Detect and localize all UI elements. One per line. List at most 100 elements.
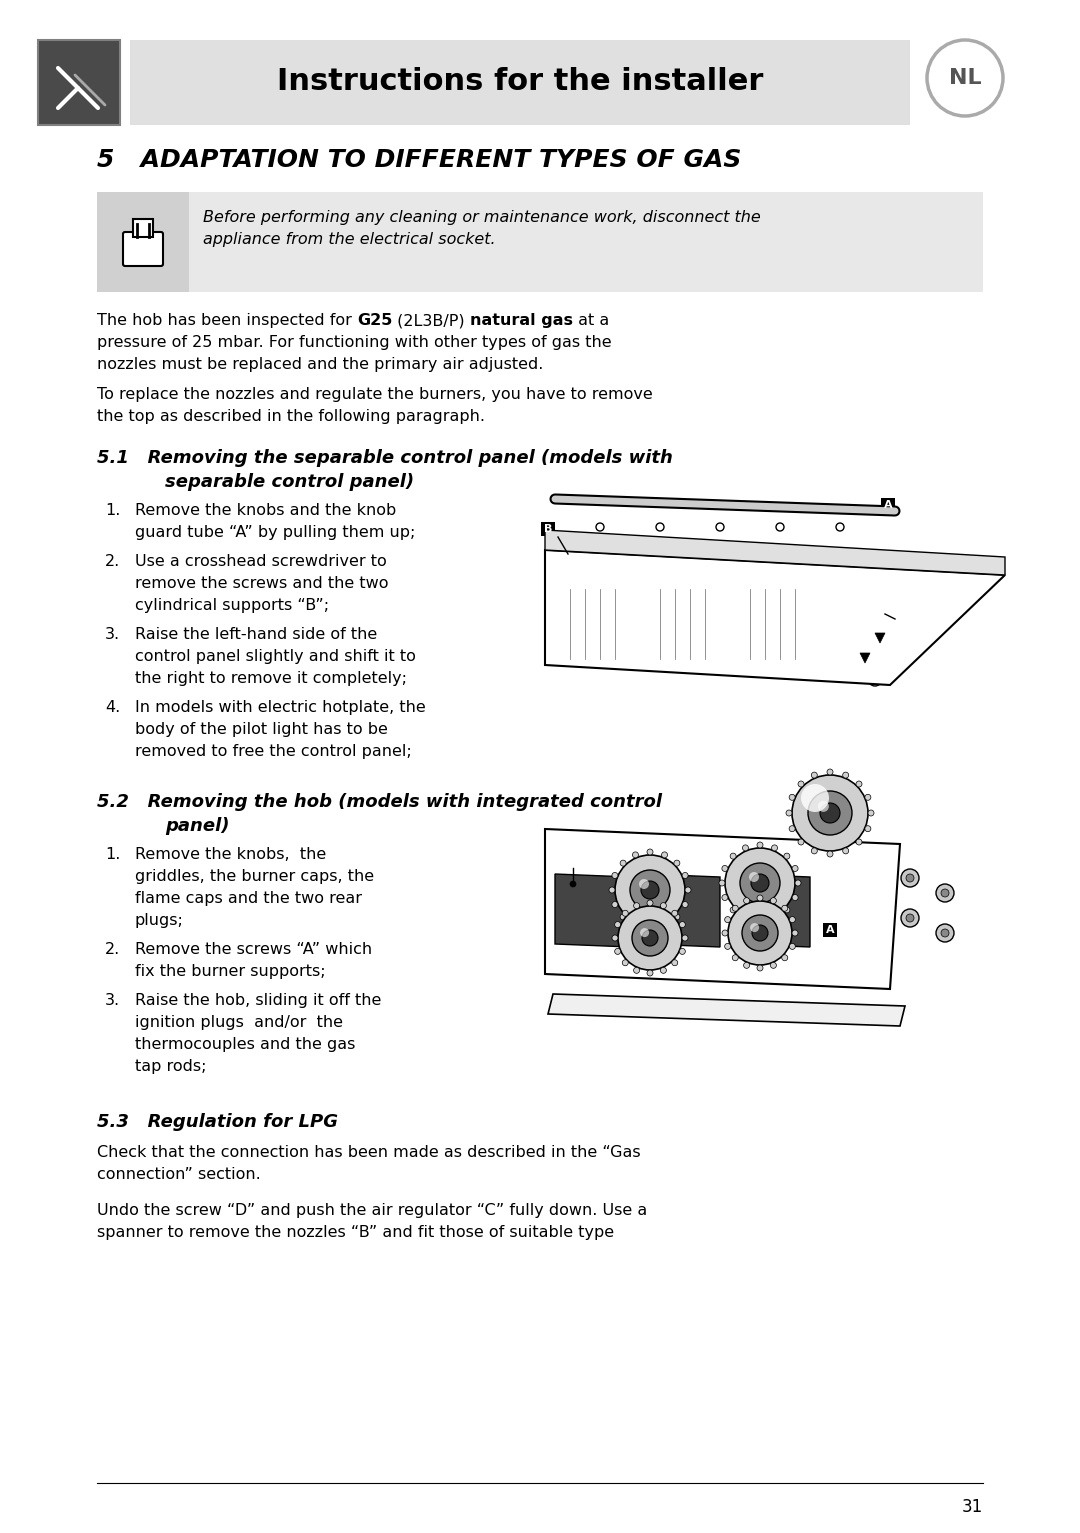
Circle shape <box>633 923 638 927</box>
Circle shape <box>732 906 739 911</box>
Circle shape <box>771 845 778 851</box>
Polygon shape <box>545 530 1005 575</box>
Text: connection” section.: connection” section. <box>97 1167 260 1182</box>
Circle shape <box>777 523 784 530</box>
Circle shape <box>782 955 787 961</box>
Circle shape <box>856 839 862 845</box>
Circle shape <box>725 943 731 949</box>
Circle shape <box>570 881 576 888</box>
Circle shape <box>757 842 762 848</box>
Circle shape <box>609 888 615 894</box>
Polygon shape <box>545 550 1005 685</box>
Circle shape <box>716 523 724 530</box>
Circle shape <box>640 927 649 937</box>
Circle shape <box>674 860 680 866</box>
Circle shape <box>892 615 900 622</box>
Text: Remove the knobs,  the: Remove the knobs, the <box>135 848 326 862</box>
Circle shape <box>596 523 604 530</box>
Polygon shape <box>555 874 630 947</box>
Circle shape <box>622 960 629 966</box>
Circle shape <box>868 671 882 685</box>
Circle shape <box>620 860 626 866</box>
Circle shape <box>757 918 762 924</box>
Text: body of the pilot light has to be: body of the pilot light has to be <box>135 722 388 737</box>
Text: In models with electric hotplate, the: In models with electric hotplate, the <box>135 701 426 714</box>
Text: the right to remove it completely;: the right to remove it completely; <box>135 671 407 685</box>
Circle shape <box>784 854 789 858</box>
Text: (2L3B/P): (2L3B/P) <box>392 313 470 328</box>
Circle shape <box>662 923 667 927</box>
Circle shape <box>615 921 621 927</box>
Text: Raise the hob, sliding it off the: Raise the hob, sliding it off the <box>135 993 381 1009</box>
Text: Raise the left-hand side of the: Raise the left-hand side of the <box>135 627 377 642</box>
Circle shape <box>744 898 750 903</box>
Text: ignition plugs  and/or  the: ignition plugs and/or the <box>135 1015 343 1030</box>
Circle shape <box>865 826 870 832</box>
Text: 3.: 3. <box>105 993 120 1009</box>
Text: guard tube “A” by pulling them up;: guard tube “A” by pulling them up; <box>135 524 416 540</box>
Circle shape <box>842 773 849 779</box>
Circle shape <box>615 949 621 955</box>
Circle shape <box>683 901 688 908</box>
Circle shape <box>757 964 762 970</box>
Text: control panel slightly and shift it to: control panel slightly and shift it to <box>135 648 416 664</box>
Circle shape <box>789 943 795 949</box>
Text: cylindrical supports “B”;: cylindrical supports “B”; <box>135 598 329 613</box>
Circle shape <box>752 924 768 941</box>
Circle shape <box>742 915 778 950</box>
Circle shape <box>656 523 664 530</box>
Text: flame caps and the two rear: flame caps and the two rear <box>135 891 362 906</box>
Circle shape <box>936 924 954 941</box>
Circle shape <box>681 935 688 941</box>
Circle shape <box>792 895 798 900</box>
Circle shape <box>927 40 1003 117</box>
Circle shape <box>662 852 667 858</box>
FancyBboxPatch shape <box>38 40 120 126</box>
Polygon shape <box>875 633 885 642</box>
Circle shape <box>618 906 681 970</box>
Circle shape <box>789 794 795 800</box>
FancyBboxPatch shape <box>97 192 983 291</box>
FancyBboxPatch shape <box>823 923 837 937</box>
Text: 2.: 2. <box>105 941 120 957</box>
Circle shape <box>642 881 659 898</box>
Circle shape <box>563 549 573 560</box>
Text: Undo the screw “D” and push the air regulator “C” fully down. Use a: Undo the screw “D” and push the air regu… <box>97 1203 647 1219</box>
Circle shape <box>792 931 798 937</box>
Circle shape <box>642 931 658 946</box>
Circle shape <box>865 794 870 800</box>
Circle shape <box>784 908 789 912</box>
Circle shape <box>842 848 849 854</box>
Text: separable control panel): separable control panel) <box>165 474 414 491</box>
Circle shape <box>679 949 686 955</box>
Text: The hob has been inspected for: The hob has been inspected for <box>97 313 357 328</box>
Circle shape <box>941 889 949 897</box>
Circle shape <box>901 909 919 927</box>
Text: B: B <box>903 615 912 624</box>
Circle shape <box>801 783 829 812</box>
Polygon shape <box>645 874 720 947</box>
Circle shape <box>757 895 762 901</box>
Circle shape <box>647 970 653 977</box>
Polygon shape <box>735 874 810 947</box>
Circle shape <box>786 809 792 816</box>
Circle shape <box>630 871 670 911</box>
Text: nozzles must be replaced and the primary air adjusted.: nozzles must be replaced and the primary… <box>97 357 543 373</box>
Text: pressure of 25 mbar. For functioning with other types of gas the: pressure of 25 mbar. For functioning wit… <box>97 336 611 350</box>
Circle shape <box>612 872 618 878</box>
Circle shape <box>820 803 840 823</box>
Circle shape <box>660 967 666 973</box>
Circle shape <box>744 963 750 969</box>
Polygon shape <box>860 653 870 662</box>
Text: 5.3   Regulation for LPG: 5.3 Regulation for LPG <box>97 1113 338 1131</box>
Circle shape <box>792 866 798 871</box>
Text: removed to free the control panel;: removed to free the control panel; <box>135 744 411 759</box>
Text: 1.: 1. <box>105 503 120 518</box>
Circle shape <box>728 901 792 964</box>
Text: Remove the screws “A” which: Remove the screws “A” which <box>135 941 373 957</box>
Circle shape <box>679 921 686 927</box>
Text: NL: NL <box>948 67 982 87</box>
FancyBboxPatch shape <box>900 612 914 625</box>
Circle shape <box>612 935 618 941</box>
FancyBboxPatch shape <box>130 40 910 126</box>
